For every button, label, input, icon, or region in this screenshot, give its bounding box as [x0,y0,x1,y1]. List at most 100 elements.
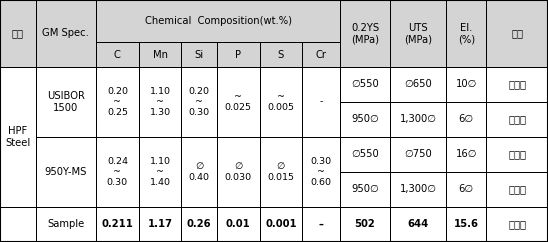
Bar [181,207,217,242]
Bar [447,67,486,102]
Text: 구분: 구분 [12,29,24,38]
Bar [0,0,36,67]
Bar [36,137,96,207]
Text: 0.24
~
0.30: 0.24 ~ 0.30 [107,157,128,187]
Bar [260,67,302,137]
Bar [0,67,36,207]
Bar [139,137,181,207]
Bar [96,0,340,42]
Bar [260,42,302,67]
Bar [0,207,36,242]
Text: 0.26: 0.26 [187,219,212,229]
Bar [96,137,139,207]
Text: El.
(%): El. (%) [458,23,475,44]
Bar [486,207,548,242]
Text: 950Y-MS: 950Y-MS [45,167,87,177]
Bar [36,137,96,207]
Bar [390,0,447,67]
Text: C: C [114,50,121,60]
Bar [181,207,217,242]
Bar [340,102,390,137]
Bar [486,207,548,242]
Text: 1.10
~
1.40: 1.10 ~ 1.40 [150,157,170,187]
Bar [447,0,486,67]
Bar [486,137,548,172]
Bar [36,0,96,67]
Bar [96,137,139,207]
Text: 0.2YS
(MPa): 0.2YS (MPa) [351,23,379,44]
Bar [181,137,217,207]
Text: 0.20
~
0.30: 0.20 ~ 0.30 [189,87,210,117]
Text: 1,300∅: 1,300∅ [399,114,437,124]
Bar [390,0,447,67]
Bar [217,207,260,242]
Text: 가공전: 가공전 [508,219,526,229]
Bar [139,67,181,137]
Bar [447,102,486,137]
Bar [36,207,96,242]
Bar [340,67,390,102]
Bar [96,67,139,137]
Text: 16∅: 16∅ [455,150,477,159]
Bar [302,67,340,137]
Text: 644: 644 [408,219,429,229]
Bar [217,137,260,207]
Bar [96,67,139,137]
Bar [0,0,36,67]
Bar [486,102,548,137]
Text: 0.30
~
0.60: 0.30 ~ 0.60 [311,157,332,187]
Bar [96,0,340,42]
Bar [447,207,486,242]
Bar [217,67,260,137]
Bar [447,67,486,102]
Text: ∅550: ∅550 [351,150,379,159]
Bar [181,42,217,67]
Bar [36,67,96,137]
Text: 가공후: 가공후 [508,184,526,195]
Text: 가공후: 가공후 [508,114,526,124]
Bar [486,137,548,172]
Bar [447,207,486,242]
Text: 0.001: 0.001 [265,219,296,229]
Bar [340,67,390,102]
Bar [302,207,340,242]
Bar [302,137,340,207]
Bar [340,137,390,172]
Bar [486,172,548,207]
Bar [447,0,486,67]
Text: 950∅: 950∅ [351,184,379,195]
Text: S: S [278,50,284,60]
Text: 가공전: 가공전 [508,150,526,159]
Bar [139,42,181,67]
Bar [447,137,486,172]
Text: Sample: Sample [47,219,84,229]
Text: GM Spec.: GM Spec. [43,29,89,38]
Text: 0.211: 0.211 [101,219,133,229]
Text: ∅
0.40: ∅ 0.40 [189,162,210,182]
Bar [96,207,139,242]
Bar [139,42,181,67]
Bar [390,172,447,207]
Bar [447,172,486,207]
Text: ∅650: ∅650 [404,79,432,90]
Bar [390,172,447,207]
Bar [340,172,390,207]
Text: 15.6: 15.6 [454,219,479,229]
Bar [486,0,548,67]
Bar [96,207,139,242]
Text: ∅550: ∅550 [351,79,379,90]
Bar [302,207,340,242]
Text: ∅750: ∅750 [404,150,432,159]
Bar [390,67,447,102]
Bar [260,207,302,242]
Bar [447,137,486,172]
Text: ~
0.025: ~ 0.025 [225,92,252,112]
Bar [0,207,36,242]
Bar [340,172,390,207]
Text: 502: 502 [355,219,375,229]
Text: –: – [318,219,323,229]
Bar [390,102,447,137]
Bar [447,172,486,207]
Bar [390,207,447,242]
Bar [181,67,217,137]
